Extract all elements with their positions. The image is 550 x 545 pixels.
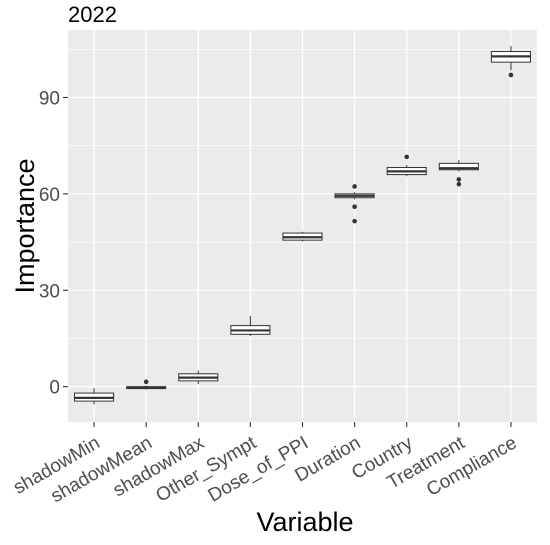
box-duration xyxy=(334,184,375,224)
box-series xyxy=(74,46,531,405)
x-axis: shadowMinshadowMeanshadowMaxOther_SymptD… xyxy=(10,422,521,507)
outlier-point xyxy=(456,181,462,187)
x-axis-title: Variable xyxy=(256,507,353,537)
y-tick-label: 90 xyxy=(39,88,60,109)
outlier-point xyxy=(352,218,357,224)
y-tick-label: 30 xyxy=(39,281,60,302)
y-axis-title: Importance xyxy=(10,158,40,293)
y-axis: 0 30 60 90 xyxy=(39,88,68,399)
box-country xyxy=(386,154,427,177)
y-tick-label: 60 xyxy=(39,185,60,206)
box-compliance xyxy=(490,46,531,78)
box-dose-of-ppi xyxy=(282,231,323,242)
box-treatment xyxy=(438,160,479,187)
box-shadowmax xyxy=(178,370,219,385)
box-shadowmin xyxy=(74,388,115,405)
grid-major xyxy=(68,30,537,422)
chart-title: 2022 xyxy=(68,2,117,27)
outlier-point xyxy=(508,72,514,78)
outlier-point xyxy=(143,379,149,385)
box-shadowmean xyxy=(126,379,167,390)
y-tick-label: 0 xyxy=(49,378,60,399)
outlier-point xyxy=(456,177,462,182)
outlier-point xyxy=(352,184,357,189)
outlier-point xyxy=(404,154,410,160)
outlier-point xyxy=(352,204,357,210)
box-iqr xyxy=(438,162,479,171)
box-other-sympt xyxy=(230,315,271,336)
